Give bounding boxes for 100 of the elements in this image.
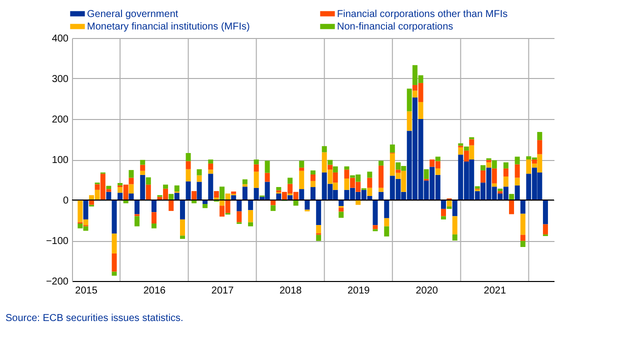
bar <box>242 184 248 187</box>
bar <box>112 200 117 234</box>
bar <box>151 212 156 224</box>
bar <box>378 192 384 200</box>
bar <box>452 234 458 240</box>
bar <box>242 179 248 184</box>
bar <box>406 111 412 131</box>
bar <box>390 144 395 153</box>
source-note: Source: ECB securities issues statistics. <box>5 313 184 324</box>
bar <box>304 200 310 210</box>
bar <box>236 200 242 212</box>
bar <box>412 90 418 98</box>
bar <box>140 170 146 175</box>
bar <box>322 146 327 152</box>
bar <box>492 183 497 187</box>
bar <box>134 200 140 214</box>
bar <box>196 175 202 182</box>
bar <box>503 162 508 168</box>
bar <box>180 236 186 239</box>
bar <box>192 191 197 200</box>
bar <box>367 172 372 178</box>
bar <box>492 168 497 184</box>
legend-label: General government <box>87 8 178 20</box>
bar <box>503 176 508 187</box>
bar <box>344 178 350 190</box>
bar <box>440 208 446 216</box>
bar <box>208 174 214 200</box>
bar <box>435 168 440 175</box>
y-tick-label: 400 <box>52 34 69 44</box>
bar <box>498 191 503 194</box>
bar <box>89 200 94 205</box>
bar <box>338 208 344 212</box>
bar <box>168 194 174 200</box>
bar <box>140 164 146 171</box>
bar <box>168 200 174 211</box>
bar <box>435 156 440 162</box>
bar <box>180 200 186 220</box>
bar <box>186 161 191 170</box>
bar <box>514 164 520 178</box>
bar <box>288 178 293 184</box>
bar <box>378 160 384 166</box>
bar <box>316 225 322 234</box>
bar <box>486 162 492 168</box>
bar <box>248 222 254 226</box>
bar <box>503 168 508 177</box>
bar <box>248 210 254 222</box>
bar <box>128 178 134 184</box>
bar <box>310 174 316 181</box>
bar <box>509 200 514 214</box>
bar <box>446 206 452 209</box>
x-tick-label: 2018 <box>279 286 302 296</box>
bar <box>328 164 333 170</box>
bar <box>332 172 338 183</box>
bar <box>174 185 180 192</box>
bar <box>338 200 344 206</box>
bar <box>446 200 452 206</box>
bar <box>367 178 372 188</box>
bar <box>537 132 542 140</box>
bar <box>299 189 304 200</box>
x-tick-label: 2015 <box>75 286 98 296</box>
bar <box>264 160 270 173</box>
bar <box>542 224 548 234</box>
bar <box>480 170 486 183</box>
bar <box>299 170 304 190</box>
bar <box>542 200 548 224</box>
bar <box>270 200 276 206</box>
bar <box>328 160 333 165</box>
x-tick-label: 2016 <box>143 286 166 296</box>
y-tick-label: −200 <box>46 276 69 288</box>
bar <box>299 160 304 168</box>
bar <box>520 234 526 241</box>
bar <box>509 194 514 200</box>
y-tick-label: −100 <box>46 236 69 247</box>
bar <box>492 160 497 168</box>
bar <box>196 169 202 176</box>
y-tick-label: 0 <box>62 196 69 206</box>
y-tick-label: 300 <box>52 74 69 85</box>
bar <box>356 200 361 205</box>
bar <box>174 192 180 200</box>
bar <box>264 172 270 182</box>
bar <box>83 200 88 220</box>
bar <box>464 146 469 151</box>
bar <box>118 187 123 193</box>
x-tick-label: 2019 <box>347 286 370 296</box>
bar <box>406 88 412 112</box>
bar <box>118 182 123 186</box>
bar <box>254 164 259 172</box>
bar <box>338 212 344 218</box>
bar <box>440 216 446 220</box>
bar <box>514 156 520 164</box>
bar <box>532 160 537 164</box>
bar <box>208 160 214 164</box>
bar <box>118 192 123 200</box>
bar <box>236 211 242 222</box>
y-tick-label: 200 <box>52 114 69 126</box>
legend-label: Non-financial corporations <box>337 22 454 32</box>
legend-label: Monetary financial institutions (MFIs) <box>87 22 250 32</box>
bar <box>106 186 112 190</box>
legend-label: Financial corporations other than MFIs <box>337 8 508 20</box>
bar <box>128 184 134 194</box>
